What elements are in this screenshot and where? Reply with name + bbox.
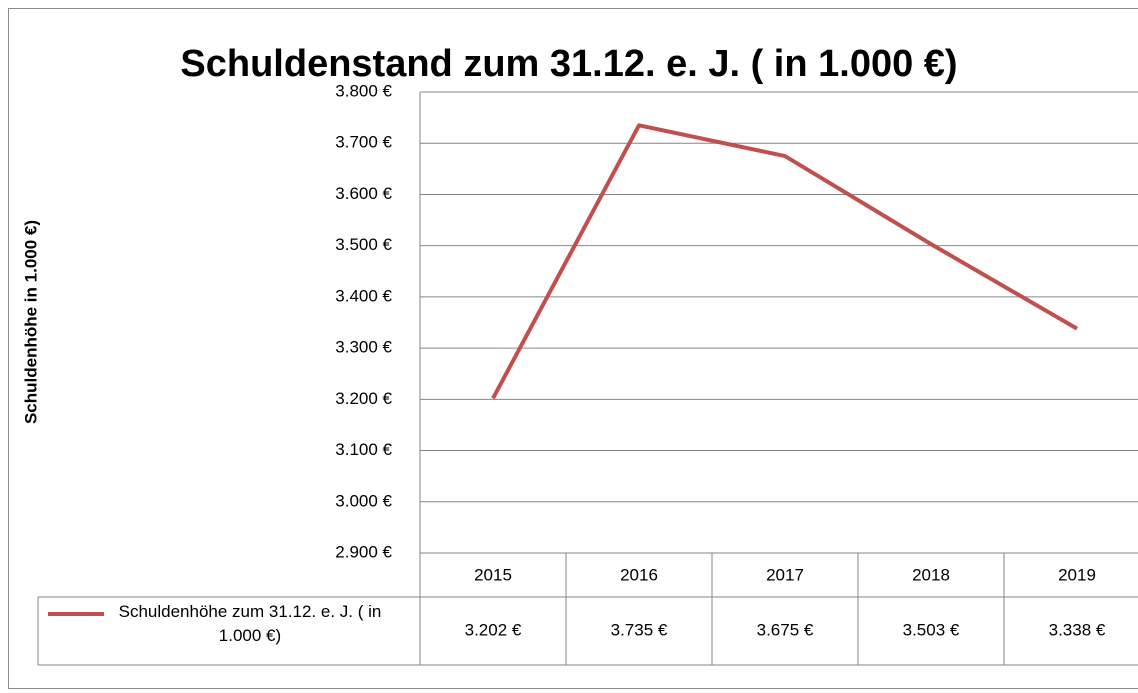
data-table-value: 3.675 € [757, 620, 814, 639]
y-tick-label: 3.100 € [335, 440, 392, 459]
y-tick-label: 3.800 € [335, 81, 392, 100]
x-tick-label: 2017 [766, 565, 804, 584]
y-tick-label: 3.200 € [335, 389, 392, 408]
data-line [491, 123, 1079, 400]
y-axis-label: Schuldenhöhe in 1.000 €) [21, 220, 40, 424]
y-tick-label: 3.500 € [335, 235, 392, 254]
x-tick-label: 2018 [912, 565, 950, 584]
y-tick-label: 3.000 € [335, 491, 392, 510]
data-table-value: 3.503 € [903, 620, 960, 639]
data-table-value: 3.338 € [1049, 620, 1106, 639]
data-table-value: 3.735 € [611, 620, 668, 639]
data-table-value: 3.202 € [465, 620, 522, 639]
y-tick-label: 2.900 € [335, 542, 392, 561]
chart-border [8, 8, 1138, 689]
legend-label: Schuldenhöhe zum 31.12. e. J. ( in 1.000… [118, 602, 382, 645]
y-tick-label: 3.600 € [335, 184, 392, 203]
x-tick-label: 2019 [1058, 565, 1096, 584]
y-tick-label: 3.700 € [335, 133, 392, 152]
x-tick-label: 2016 [620, 565, 658, 584]
y-tick-label: 3.400 € [335, 286, 392, 305]
y-tick-label: 3.300 € [335, 338, 392, 357]
chart-title: Schuldenstand zum 31.12. e. J. ( in 1.00… [180, 43, 957, 85]
x-tick-label: 2015 [474, 565, 512, 584]
